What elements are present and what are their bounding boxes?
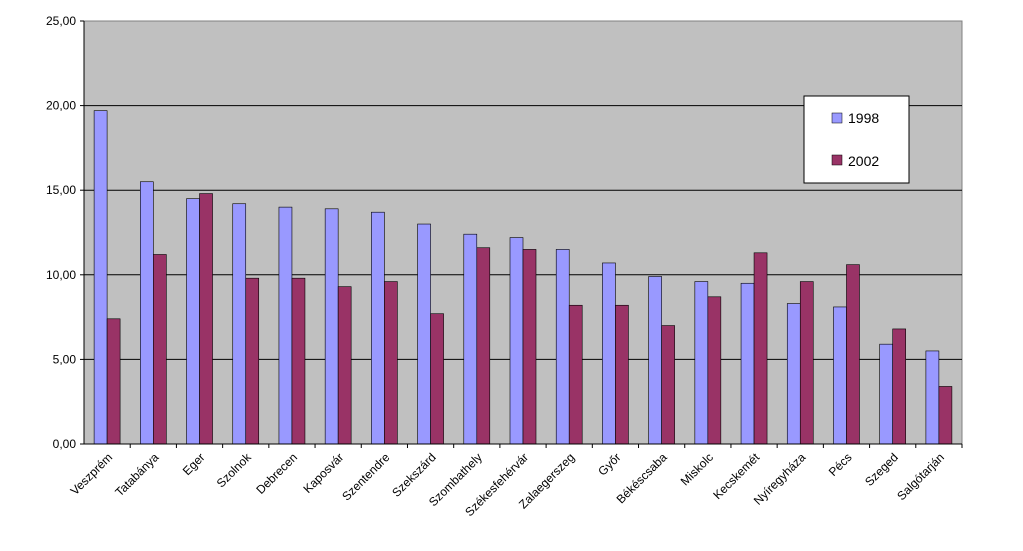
- bar-1998: [786, 303, 801, 445]
- legend-box: [803, 95, 910, 184]
- bar-1998: [879, 343, 893, 445]
- bar-1998: [925, 350, 940, 445]
- y-tick-label: 0,00: [53, 437, 77, 451]
- legend: 1998 2002: [803, 95, 910, 184]
- x-tick-label: Tatabánya: [112, 450, 161, 499]
- bar-1998: [186, 198, 200, 445]
- bar-1998: [833, 306, 847, 445]
- bar-1998: [555, 249, 570, 445]
- bar-2002: [661, 325, 675, 445]
- y-tick-label: 5,00: [53, 352, 77, 366]
- x-tick-label: Miskolc: [678, 450, 716, 488]
- bar-2002: [430, 313, 444, 445]
- bar-2002: [846, 264, 860, 445]
- bar-2002: [707, 296, 722, 445]
- bar-2002: [892, 328, 906, 445]
- bar-2002: [153, 254, 167, 445]
- bar-1998: [509, 237, 524, 445]
- bar-1998: [648, 276, 662, 445]
- bar-2002: [938, 386, 953, 445]
- bar-2002: [522, 249, 537, 445]
- y-tick-label: 20,00: [46, 99, 76, 113]
- x-tick-label: Kaposvár: [301, 450, 347, 496]
- bar-1998: [278, 206, 293, 445]
- x-tick-label: Debrecen: [253, 450, 300, 497]
- bar-1998: [324, 208, 339, 445]
- legend-swatch-1998: [831, 112, 843, 124]
- bar-2002: [106, 318, 121, 445]
- bar-1998: [740, 282, 755, 445]
- x-tick-label: Győr: [595, 450, 623, 478]
- bar-2002: [337, 286, 352, 445]
- bar-2002: [799, 281, 814, 445]
- bar-1998: [93, 110, 108, 445]
- bar-2002: [615, 304, 629, 445]
- bar-1998: [371, 211, 385, 445]
- y-axis-ticks: 0,00 5,00 10,00 15,00 20,00 25,00: [46, 14, 84, 451]
- x-tick-label: Eger: [180, 450, 208, 478]
- bar-1998: [463, 233, 478, 445]
- x-tick-label: Pécs: [826, 450, 855, 479]
- bar-1998: [602, 262, 616, 445]
- bar-1998: [232, 203, 247, 445]
- bars: [93, 110, 953, 445]
- bar-1998: [694, 281, 709, 445]
- legend-swatch-2002: [831, 154, 843, 166]
- legend-label-2002: 2002: [848, 153, 879, 169]
- bar-2002: [753, 252, 768, 445]
- bar-2002: [476, 247, 491, 445]
- bar-2002: [568, 304, 583, 445]
- legend-label-1998: 1998: [848, 110, 879, 126]
- x-tick-label: Szekszárd: [389, 450, 439, 500]
- x-tick-label: Veszprém: [68, 450, 116, 498]
- y-tick-label: 25,00: [46, 14, 76, 28]
- x-tick-label: Szolnok: [214, 450, 255, 491]
- y-tick-label: 15,00: [46, 183, 76, 197]
- x-tick-label: Békéscsaba: [614, 450, 670, 506]
- bar-2002: [199, 193, 213, 445]
- bar-2002: [291, 277, 306, 445]
- x-tick-label: Szeged: [862, 450, 901, 489]
- x-tick-label: Salgótarján: [894, 450, 947, 503]
- bar-1998: [140, 181, 154, 445]
- bar-1998: [417, 223, 431, 445]
- y-tick-label: 10,00: [46, 268, 76, 282]
- bar-2002: [384, 281, 398, 445]
- bar-2002: [245, 277, 260, 445]
- x-tick-label: Szentendre: [339, 450, 393, 504]
